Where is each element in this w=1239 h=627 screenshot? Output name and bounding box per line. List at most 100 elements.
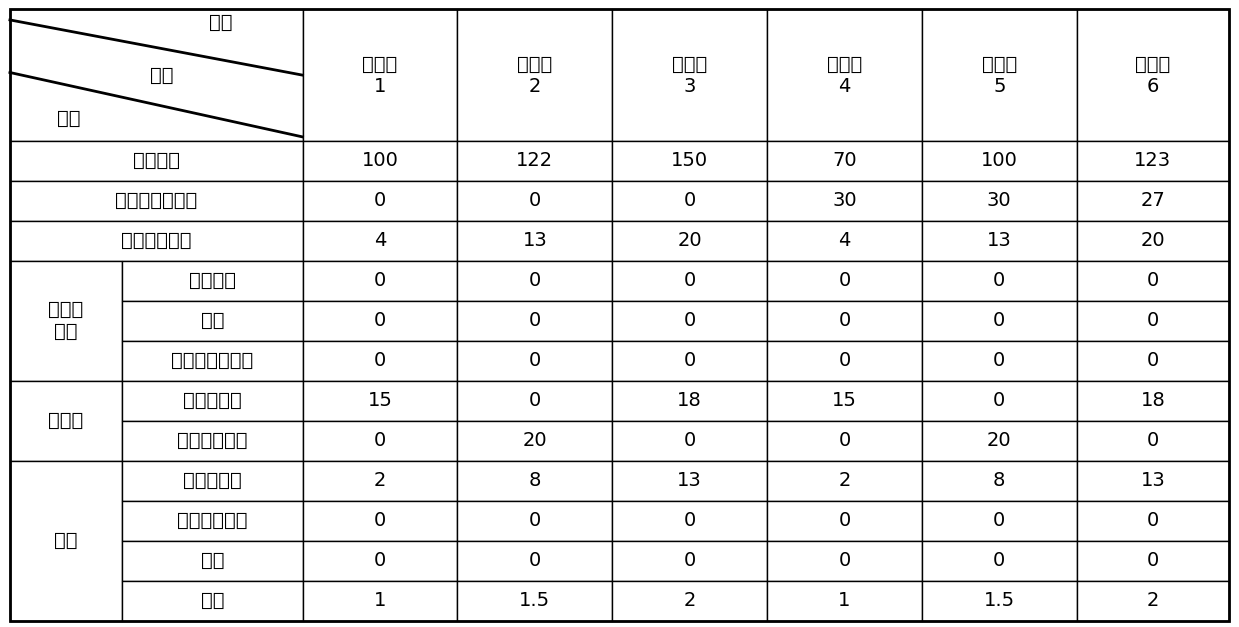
Bar [123,581,302,621]
Text: 0: 0 [529,551,541,570]
Bar [1077,301,1229,341]
Bar [10,9,302,141]
Text: 纳米二氧化钛: 纳米二氧化钛 [177,511,248,530]
Bar [123,461,302,501]
Bar [10,181,302,221]
Bar [457,421,612,461]
Text: 30: 30 [833,191,856,210]
Text: 可见光固化剂: 可见光固化剂 [121,231,192,250]
Bar [457,540,612,581]
Text: 15: 15 [368,391,393,410]
Text: 2: 2 [684,591,696,610]
Bar [302,261,457,301]
Bar [1077,261,1229,301]
Bar [922,461,1077,501]
Bar [767,141,922,181]
Text: 122: 122 [517,151,554,171]
Text: 0: 0 [994,311,1005,330]
Bar [302,540,457,581]
Text: 组别: 组别 [209,13,233,32]
Text: 0: 0 [374,551,387,570]
Bar [612,341,767,381]
Text: 18: 18 [1141,391,1165,410]
Bar [612,221,767,261]
Text: 0: 0 [994,351,1005,371]
Bar [1077,501,1229,540]
Bar [10,461,123,621]
Bar [612,141,767,181]
Bar [302,9,457,141]
Text: 0: 0 [839,351,850,371]
Bar [1077,181,1229,221]
Text: 0: 0 [374,191,387,210]
Text: 0: 0 [529,511,541,530]
Text: 30: 30 [987,191,1011,210]
Text: 8: 8 [994,472,1006,490]
Text: 150: 150 [672,151,709,171]
Text: 0: 0 [374,351,387,371]
Bar [1077,381,1229,421]
Text: 苯酚: 苯酚 [201,551,224,570]
Bar [457,221,612,261]
Text: 0: 0 [684,551,696,570]
Text: 环氧树脂: 环氧树脂 [133,151,180,171]
Bar [767,381,922,421]
Bar [1077,341,1229,381]
Text: 0: 0 [529,271,541,290]
Text: 0: 0 [684,431,696,450]
Text: 123: 123 [1135,151,1171,171]
Bar [1077,461,1229,501]
Text: 0: 0 [1147,511,1158,530]
Text: 18: 18 [678,391,703,410]
Text: 20: 20 [523,431,548,450]
Bar [612,501,767,540]
Bar [922,581,1077,621]
Bar [457,501,612,540]
Text: 实施例
1: 实施例 1 [362,55,398,96]
Bar [1077,221,1229,261]
Text: 0: 0 [374,511,387,530]
Bar [1077,581,1229,621]
Text: 实施例
3: 实施例 3 [672,55,707,96]
Text: 4: 4 [374,231,387,250]
Text: 2: 2 [374,472,387,490]
Bar [1077,540,1229,581]
Bar [767,421,922,461]
Bar [922,9,1077,141]
Text: 0: 0 [684,271,696,290]
Bar [457,461,612,501]
Bar [457,261,612,301]
Text: 实施例
5: 实施例 5 [981,55,1017,96]
Text: 0: 0 [529,351,541,371]
Text: 0: 0 [529,391,541,410]
Text: 0: 0 [529,311,541,330]
Bar [612,181,767,221]
Bar [10,381,123,461]
Text: 13: 13 [523,231,548,250]
Bar [123,501,302,540]
Text: 20: 20 [987,431,1011,450]
Text: 二氰二胺: 二氰二胺 [188,271,235,290]
Text: 8: 8 [529,472,541,490]
Bar [302,181,457,221]
Bar [1077,141,1229,181]
Bar [302,461,457,501]
Text: 实施例
4: 实施例 4 [826,55,862,96]
Text: 有机膨润土: 有机膨润土 [183,391,242,410]
Text: 1.5: 1.5 [984,591,1015,610]
Text: 实施例
2: 实施例 2 [517,55,553,96]
Bar [612,301,767,341]
Text: 100: 100 [362,151,399,171]
Bar [1077,421,1229,461]
Bar [123,421,302,461]
Text: 13: 13 [1141,472,1165,490]
Text: 助剂: 助剂 [55,531,78,551]
Text: 0: 0 [839,311,850,330]
Text: 0: 0 [1147,311,1158,330]
Text: 1.5: 1.5 [519,591,550,610]
Bar [302,341,457,381]
Text: 气相二氧化硅: 气相二氧化硅 [177,431,248,450]
Text: 0: 0 [684,351,696,371]
Bar [767,501,922,540]
Bar [767,9,922,141]
